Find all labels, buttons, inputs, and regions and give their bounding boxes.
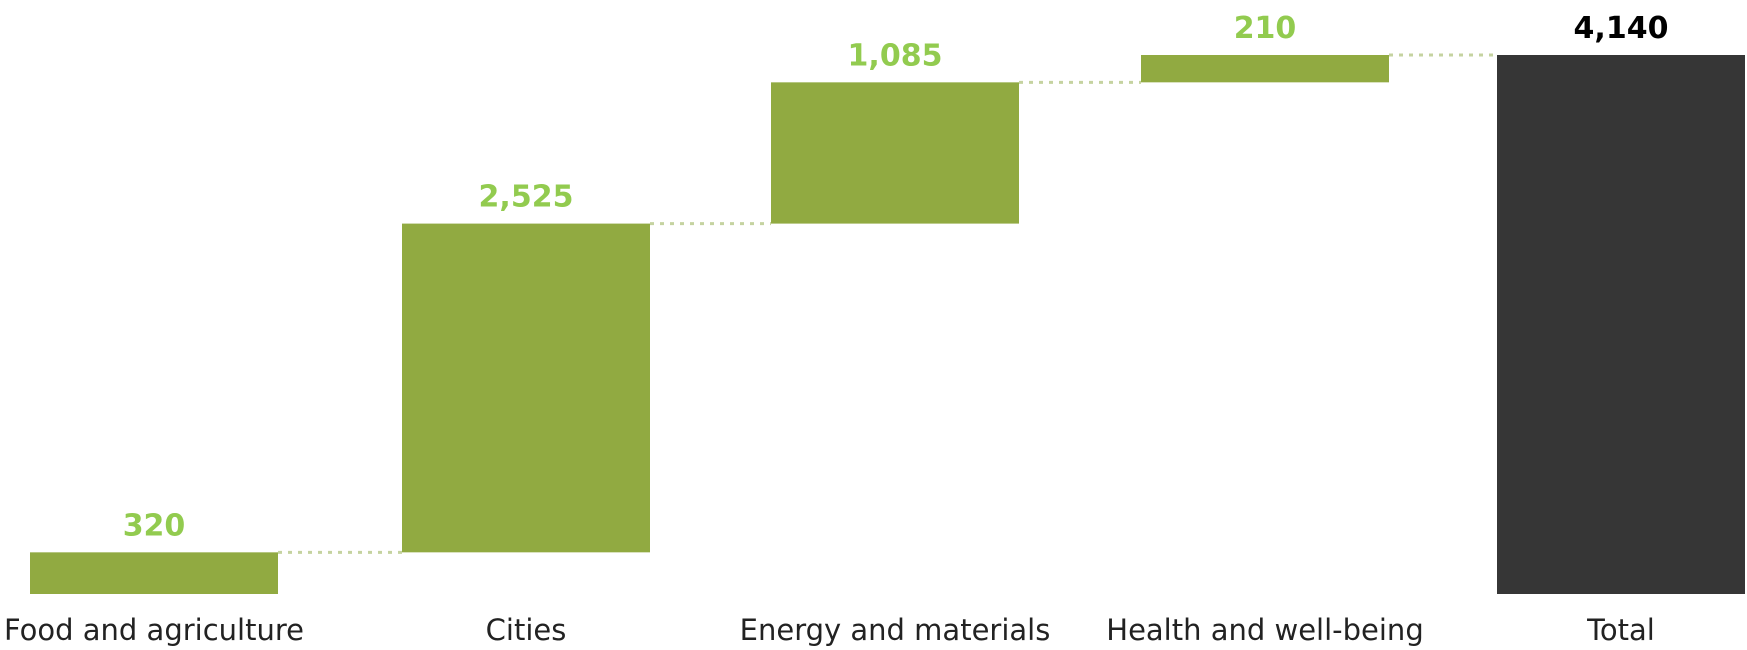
- category-label-cities: Cities: [486, 613, 567, 647]
- value-label-energy-and-materials: 1,085: [848, 38, 943, 73]
- category-label-energy-and-materials: Energy and materials: [740, 613, 1051, 647]
- connector-lines: [278, 53, 1497, 554]
- bar-energy-and-materials: [771, 82, 1019, 224]
- category-label-health-and-well-being: Health and well-being: [1106, 613, 1423, 647]
- value-labels-group: 320 2,525 1,085 210 4,140: [123, 11, 1669, 543]
- value-label-cities: 2,525: [479, 180, 574, 215]
- category-labels-group: Food and agriculture Cities Energy and mat…: [4, 613, 1655, 647]
- bar-food-and-agriculture: [30, 552, 278, 594]
- bar-cities: [402, 223, 650, 553]
- category-label-total: Total: [1586, 613, 1655, 647]
- category-label-food-and-agriculture: Food and agriculture: [4, 613, 304, 647]
- bars-group: [30, 55, 1745, 594]
- value-label-total: 4,140: [1574, 11, 1669, 46]
- bar-total: [1497, 55, 1745, 594]
- value-label-health-and-well-being: 210: [1234, 11, 1297, 46]
- value-label-food-and-agriculture: 320: [123, 508, 186, 543]
- bar-health-and-well-being: [1141, 55, 1389, 83]
